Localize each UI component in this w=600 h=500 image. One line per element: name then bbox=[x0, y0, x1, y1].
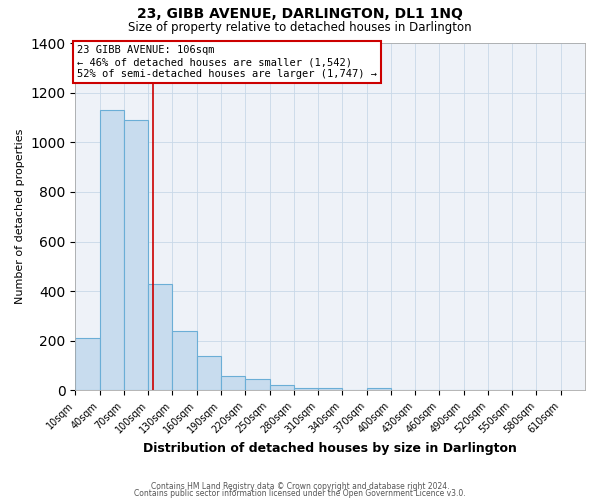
Bar bbox=[124, 120, 148, 390]
Bar bbox=[318, 388, 343, 390]
Text: Size of property relative to detached houses in Darlington: Size of property relative to detached ho… bbox=[128, 21, 472, 34]
X-axis label: Distribution of detached houses by size in Darlington: Distribution of detached houses by size … bbox=[143, 442, 517, 455]
Text: Contains HM Land Registry data © Crown copyright and database right 2024.: Contains HM Land Registry data © Crown c… bbox=[151, 482, 449, 491]
Bar bbox=[245, 380, 269, 390]
Bar bbox=[367, 388, 391, 390]
Bar bbox=[172, 331, 197, 390]
Bar bbox=[294, 388, 318, 390]
Bar bbox=[76, 338, 100, 390]
Text: 23, GIBB AVENUE, DARLINGTON, DL1 1NQ: 23, GIBB AVENUE, DARLINGTON, DL1 1NQ bbox=[137, 8, 463, 22]
Text: 23 GIBB AVENUE: 106sqm
← 46% of detached houses are smaller (1,542)
52% of semi-: 23 GIBB AVENUE: 106sqm ← 46% of detached… bbox=[77, 46, 377, 78]
Bar bbox=[100, 110, 124, 390]
Bar bbox=[221, 376, 245, 390]
Text: Contains public sector information licensed under the Open Government Licence v3: Contains public sector information licen… bbox=[134, 489, 466, 498]
Bar bbox=[197, 356, 221, 390]
Bar bbox=[269, 386, 294, 390]
Bar bbox=[148, 284, 172, 391]
Y-axis label: Number of detached properties: Number of detached properties bbox=[15, 129, 25, 304]
